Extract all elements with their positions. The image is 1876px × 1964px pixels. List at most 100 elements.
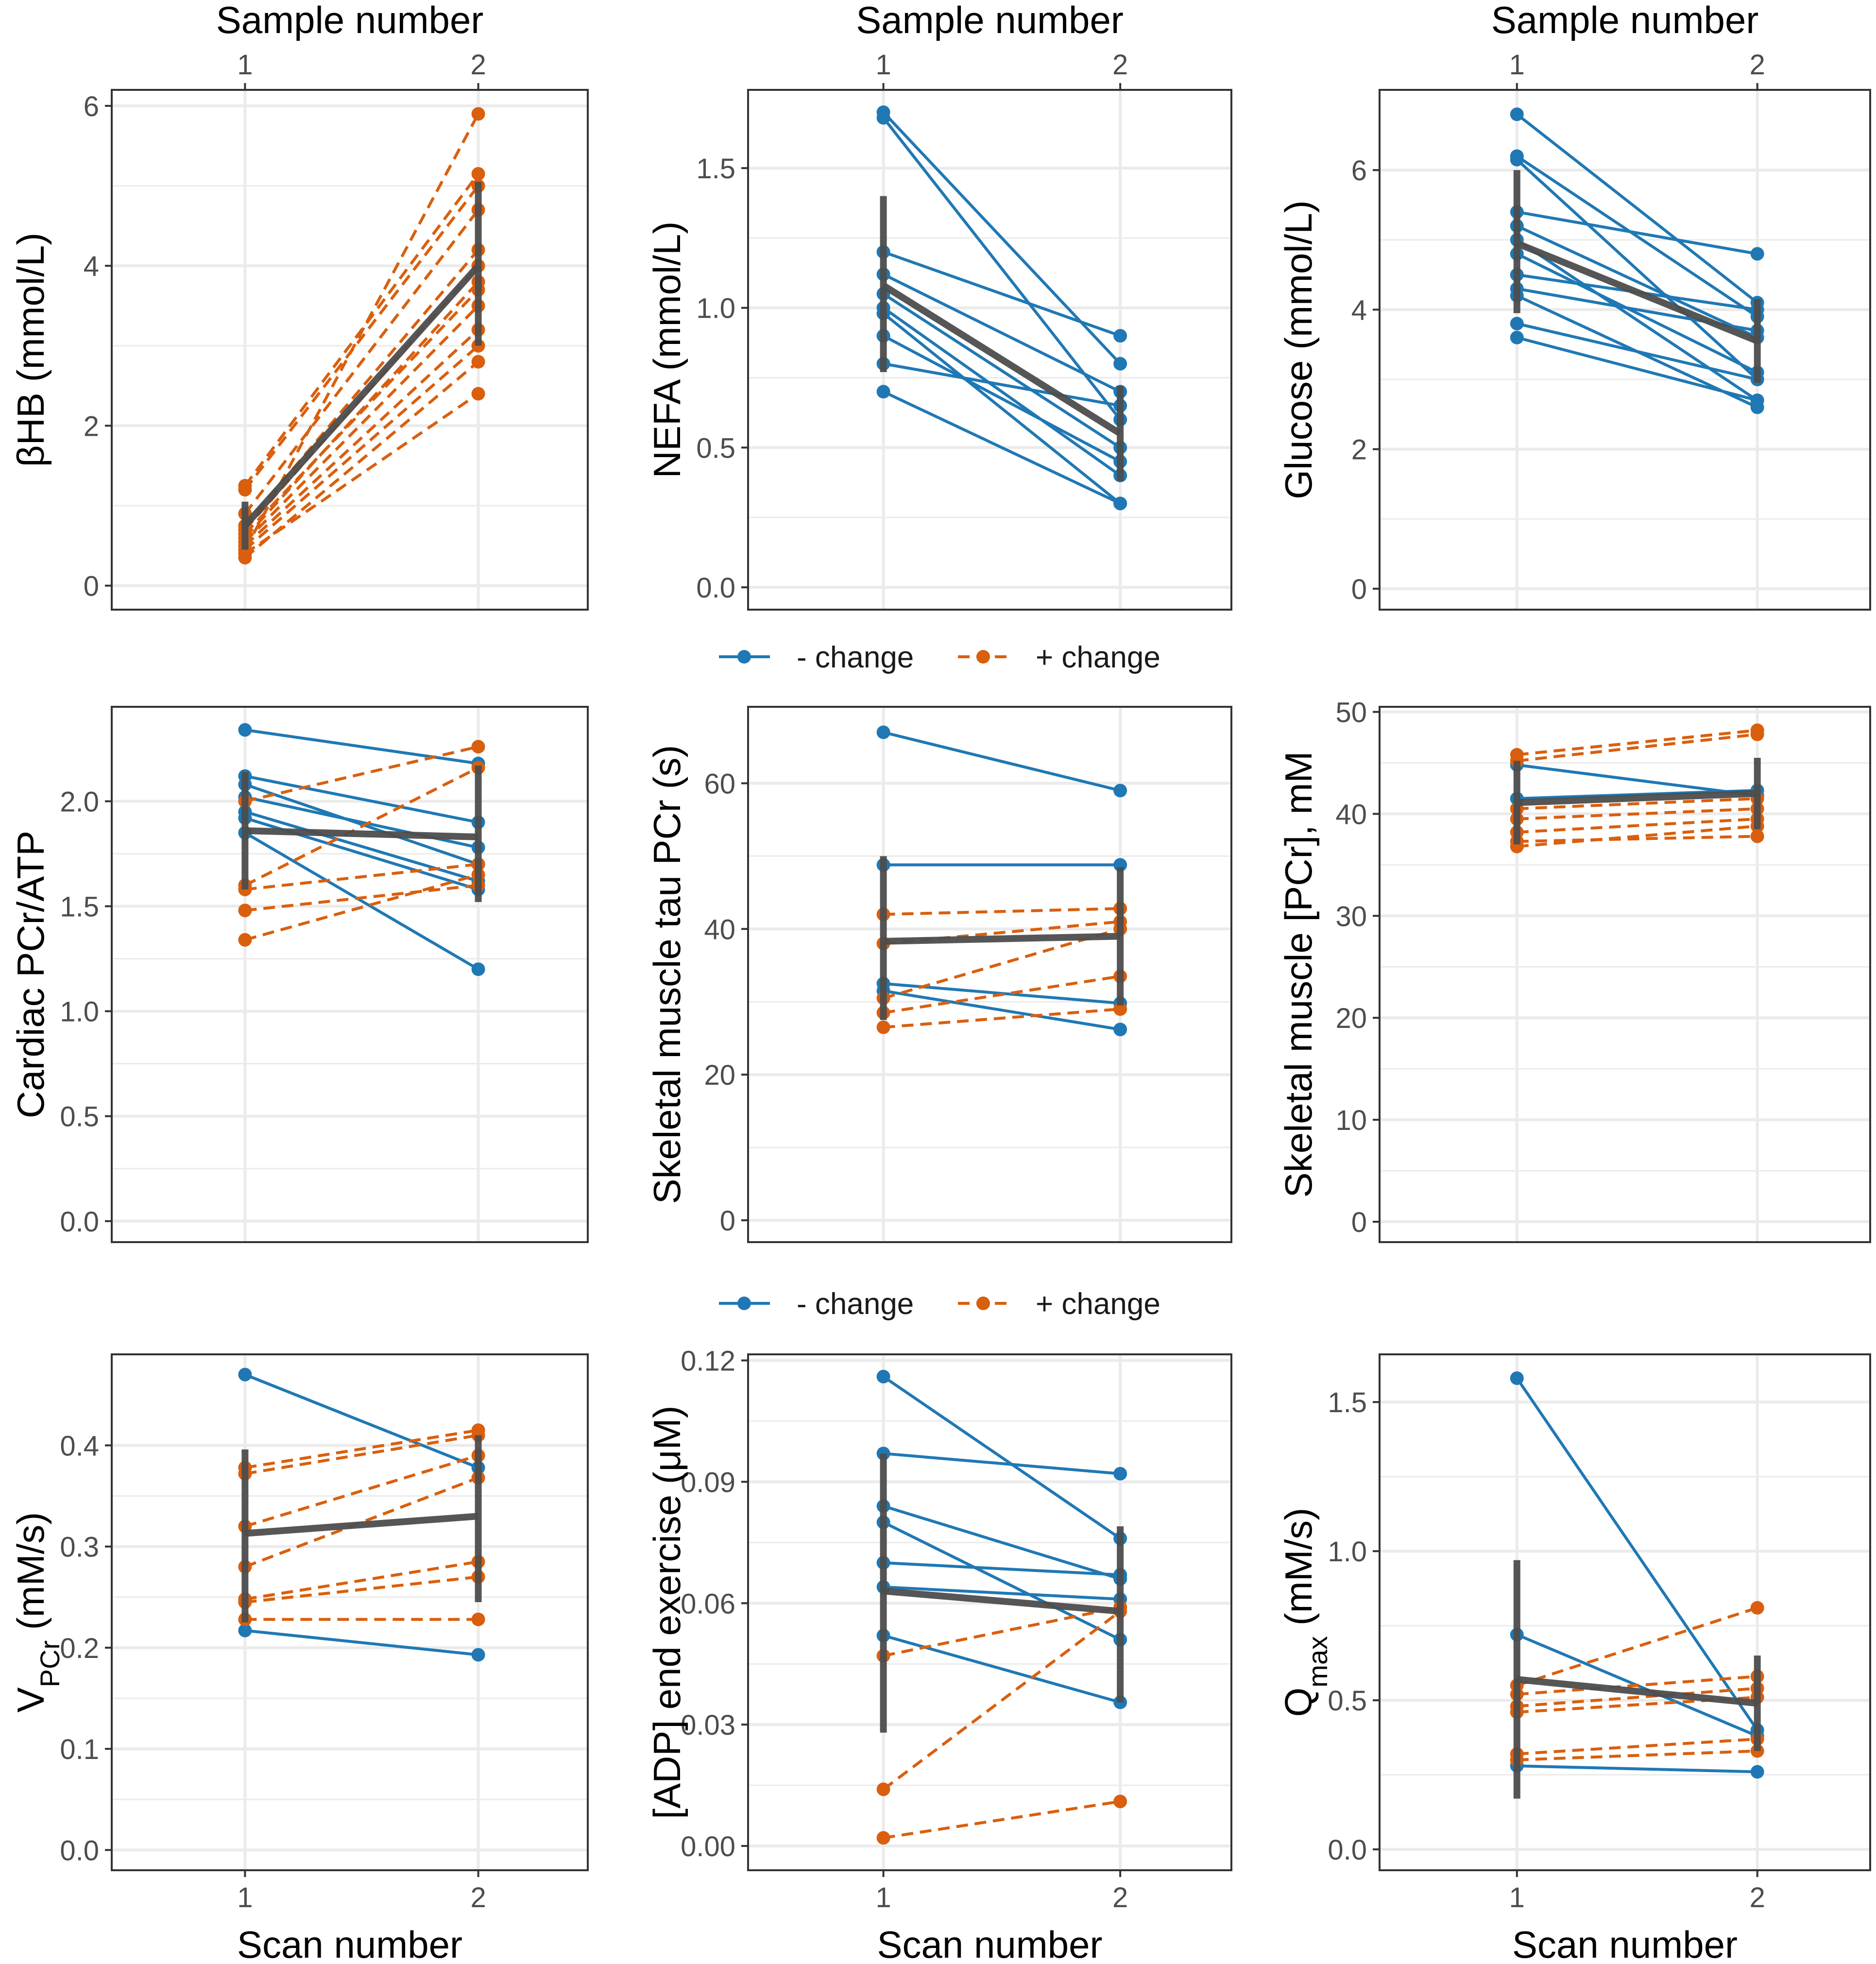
series-line-decrease bbox=[1517, 210, 1758, 256]
series-line-increase bbox=[244, 328, 479, 547]
mean-line bbox=[242, 263, 481, 528]
series-line-increase bbox=[1517, 807, 1757, 820]
legend-decrease-label: - change bbox=[797, 641, 914, 674]
y-tick-label: 0.09 bbox=[681, 1467, 735, 1498]
y-tick-label: 2.0 bbox=[60, 786, 99, 818]
y-axis-title-main: V bbox=[9, 1687, 52, 1712]
series-point-decrease bbox=[1113, 1467, 1127, 1481]
series-line-decrease bbox=[1517, 322, 1758, 381]
y-tick-label: 1.0 bbox=[696, 293, 735, 324]
series-point-increase bbox=[471, 740, 485, 754]
panel-background bbox=[112, 1354, 588, 1870]
panel-border bbox=[1379, 89, 1871, 611]
panel-1: 0.0 0.5 1.0 1.5 1 2 Sample number NEFA (mmol/L) bbox=[646, 0, 1232, 611]
y-tick-label: 0 bbox=[720, 1205, 735, 1237]
y-tick-label: 0.5 bbox=[696, 432, 735, 464]
mean-line bbox=[244, 1513, 479, 1537]
series-point-increase bbox=[471, 355, 485, 369]
series-line-increase bbox=[244, 766, 479, 887]
mean-line bbox=[1516, 240, 1759, 344]
y-tick-label: 0 bbox=[1351, 574, 1367, 605]
legend-increase-label: + change bbox=[1036, 641, 1160, 674]
x-axis-title: Scan number bbox=[877, 1923, 1103, 1964]
y-tick-label: 0.03 bbox=[681, 1709, 735, 1741]
series-point-decrease bbox=[876, 1369, 890, 1383]
legend-0: - change + change bbox=[719, 641, 1160, 674]
series-point-decrease bbox=[1510, 317, 1524, 331]
x-axis-title: Scan number bbox=[1512, 1923, 1738, 1964]
series-line-increase bbox=[244, 393, 479, 555]
y-axis-title-main: Q bbox=[1277, 1688, 1320, 1717]
series-line-decrease bbox=[883, 390, 1121, 505]
series-point-increase bbox=[471, 107, 485, 121]
series-point-decrease bbox=[238, 1623, 252, 1638]
legend-decrease-marker bbox=[737, 1297, 751, 1310]
series-point-decrease bbox=[238, 723, 252, 737]
series-point-decrease bbox=[1510, 1371, 1524, 1385]
y-axis-title: Skeletal muscle [PCr], mM bbox=[1277, 751, 1320, 1198]
y-tick-label: 40 bbox=[704, 914, 735, 945]
series-line-increase bbox=[244, 1434, 479, 1475]
x-tick-label: 1 bbox=[1509, 49, 1525, 81]
legend-decrease-marker bbox=[737, 650, 751, 664]
series-line-decrease bbox=[1516, 239, 1758, 402]
series-line-increase bbox=[244, 1560, 479, 1601]
series-point-decrease bbox=[1113, 1023, 1127, 1037]
x-tick-label: 2 bbox=[1750, 49, 1765, 81]
series-line-decrease bbox=[883, 1561, 1121, 1576]
series-line-decrease bbox=[244, 1373, 479, 1469]
y-tick-label: 0.0 bbox=[696, 572, 735, 604]
x-tick-label: 1 bbox=[875, 49, 891, 81]
series-line-increase bbox=[883, 1008, 1121, 1029]
series-line-increase bbox=[1517, 797, 1757, 810]
panel-5: 0 10 20 30 40 50 Skeletal muscle [PCr], mM bbox=[1277, 697, 1871, 1243]
panel-background bbox=[1380, 1354, 1870, 1870]
y-tick-label: 0.12 bbox=[681, 1345, 735, 1377]
series-line-decrease bbox=[883, 1452, 1121, 1475]
series-point-increase bbox=[876, 1020, 890, 1034]
series-line-decrease bbox=[883, 731, 1121, 792]
y-axis-title: βHB (mmol/L) bbox=[9, 233, 52, 467]
series-line-increase bbox=[244, 873, 479, 941]
series-line-increase bbox=[244, 209, 479, 515]
y-tick-label: 0.4 bbox=[60, 1430, 99, 1462]
series-line-increase bbox=[245, 1575, 478, 1604]
panel-border bbox=[111, 1353, 589, 1871]
y-axis-title: Cardiac PCr/ATP bbox=[9, 831, 52, 1118]
y-tick-label: 0.5 bbox=[60, 1101, 99, 1133]
panel-6: 0.0 0.1 0.2 0.3 0.4 1 2 Scan number VPCr (mM/s) bbox=[9, 1353, 589, 1964]
series-line-decrease bbox=[883, 1585, 1121, 1601]
series-line-increase bbox=[883, 907, 1121, 916]
y-tick-label: 0.1 bbox=[60, 1734, 99, 1765]
panel-border bbox=[747, 89, 1232, 611]
legend-increase-label: + change bbox=[1036, 1287, 1160, 1321]
series-line-increase bbox=[1517, 835, 1757, 843]
x-tick-label: 2 bbox=[1750, 1882, 1765, 1913]
series-point-decrease bbox=[1113, 496, 1127, 511]
series-line-increase bbox=[244, 745, 479, 803]
x-tick-label: 2 bbox=[470, 49, 486, 81]
series-line-increase bbox=[1517, 1737, 1757, 1756]
panel-background bbox=[112, 90, 588, 610]
series-line-decrease bbox=[244, 728, 479, 765]
y-axis-title: Glucose (mmol/L) bbox=[1277, 200, 1320, 499]
y-tick-label: 0.0 bbox=[60, 1835, 99, 1866]
series-point-increase bbox=[471, 167, 485, 181]
series-line-increase bbox=[883, 974, 1121, 1014]
series-line-decrease bbox=[883, 250, 1121, 338]
x-tick-label: 2 bbox=[470, 1882, 486, 1913]
series-line-decrease bbox=[883, 989, 1121, 1031]
series-line-increase bbox=[244, 1454, 479, 1528]
y-tick-label: 2 bbox=[84, 410, 99, 442]
series-point-increase bbox=[1113, 1794, 1127, 1809]
series-line-decrease bbox=[244, 774, 479, 824]
series-line-decrease bbox=[882, 1375, 1121, 1540]
mean-line bbox=[1517, 1676, 1758, 1707]
y-tick-label: 0.2 bbox=[60, 1633, 99, 1664]
y-tick-label: 6 bbox=[1351, 155, 1367, 187]
series-line-increase bbox=[1517, 1674, 1757, 1696]
series-line-increase bbox=[1517, 1749, 1757, 1761]
series-line-increase bbox=[1517, 729, 1758, 756]
series-line-increase bbox=[244, 289, 479, 535]
y-tick-label: 60 bbox=[704, 768, 735, 800]
